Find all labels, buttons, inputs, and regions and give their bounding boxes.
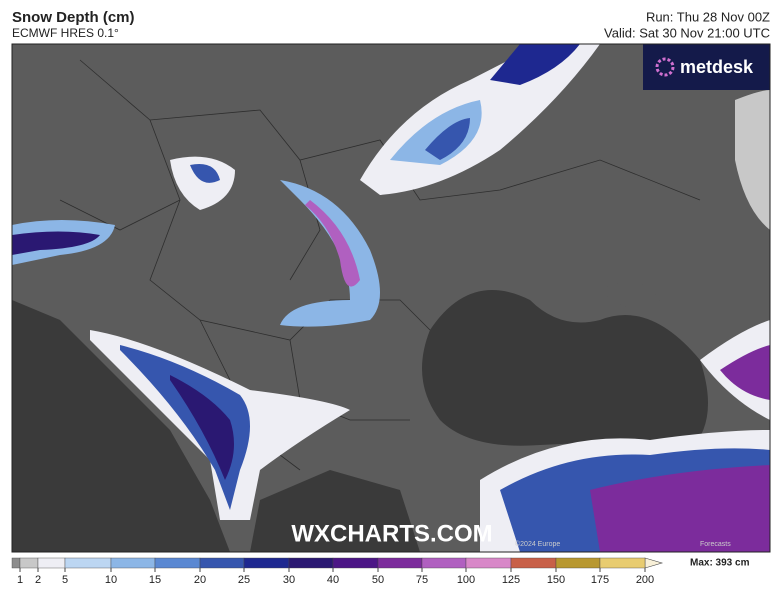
legend-label: 10 — [105, 574, 117, 586]
legend-swatch — [37, 557, 66, 569]
legend-swatch — [154, 557, 201, 569]
legend-label: 20 — [194, 574, 206, 586]
brand-box — [643, 44, 770, 90]
legend-label: 100 — [457, 574, 475, 586]
legend-swatch — [11, 557, 21, 569]
legend-swatch — [19, 557, 39, 569]
legend: Max: 393 cm 1 2 5 10 15 20 25 30 40 50 75 100 125 150… — [11, 557, 750, 586]
legend-swatch — [332, 557, 379, 569]
legend-label: 75 — [416, 574, 428, 586]
legend-swatch — [555, 557, 601, 569]
legend-swatch — [110, 557, 156, 569]
brand: metdesk — [680, 57, 754, 77]
aegean-sea — [250, 470, 420, 552]
legend-swatch — [421, 557, 467, 569]
legend-label: 125 — [502, 574, 520, 586]
legend-label: 2 — [35, 574, 41, 586]
brand-logo — [655, 57, 675, 77]
run-time: Run: Thu 28 Nov 00Z — [646, 9, 770, 24]
watermark: WXCHARTS.COM — [291, 520, 492, 547]
snow-areas — [12, 44, 770, 552]
title: Snow Depth (cm) — [12, 9, 135, 26]
black-sea — [422, 290, 708, 450]
legend-label: 30 — [283, 574, 295, 586]
map: metdesk WXCHARTS.COM ©2024 Europe Foreca… — [11, 43, 771, 553]
max-value: Max: 393 cm — [690, 558, 750, 569]
legend-label: 25 — [238, 574, 250, 586]
legend-swatch — [599, 557, 646, 569]
legend-label: 175 — [591, 574, 609, 586]
legend-label: 1 — [17, 574, 23, 586]
valid-time: Valid: Sat 30 Nov 21:00 UTC — [604, 25, 770, 40]
legend-swatch — [199, 557, 245, 569]
legend-swatch — [243, 557, 290, 569]
legend-label: 150 — [547, 574, 565, 586]
legend-label: 50 — [372, 574, 384, 586]
adriatic-sea — [12, 300, 230, 552]
subtitle: ECMWF HRES 0.1° — [12, 26, 119, 40]
legend-swatch — [377, 557, 423, 569]
legend-label: 15 — [149, 574, 161, 586]
crimea — [600, 282, 660, 308]
legend-label: 5 — [62, 574, 68, 586]
copyright: ©2024 Europe — [515, 540, 560, 548]
legend-label: 40 — [327, 574, 339, 586]
legend-swatch — [288, 557, 334, 569]
legend-swatch — [64, 557, 112, 569]
legend-swatch — [510, 557, 557, 569]
legend-label: 200 — [636, 574, 654, 586]
legend-swatch — [465, 557, 512, 569]
map-frame — [11, 43, 771, 553]
credit: Forecasts — [700, 541, 731, 548]
